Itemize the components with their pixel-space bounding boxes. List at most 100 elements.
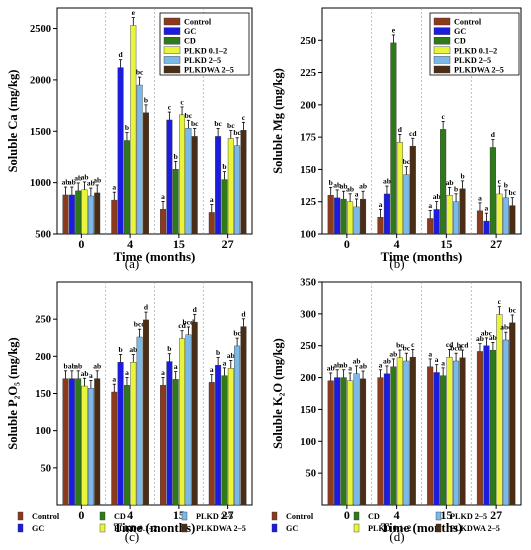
x-tick-label: 27 [222, 508, 234, 522]
significance-letter: b [167, 344, 171, 353]
x-tick-label: 0 [78, 237, 84, 251]
legend-entry: PLKD 0.1–2 [454, 46, 497, 55]
bar [383, 193, 390, 235]
bar [396, 357, 403, 506]
significance-letter: d [119, 50, 124, 59]
significance-letter: b [329, 178, 333, 187]
y-tick-label: 200 [35, 352, 51, 363]
x-tick-label: 15 [173, 237, 185, 251]
x-tick-label: 4 [127, 508, 133, 522]
significance-letter: bc [509, 188, 517, 197]
x-axis-label: Time (months) [381, 520, 463, 535]
bar [215, 365, 222, 506]
significance-letter: bcd [457, 341, 470, 350]
bar [179, 338, 186, 506]
y-tick-label: 225 [300, 68, 316, 79]
legend-swatch [433, 37, 451, 45]
legend-entry: PLKD 0.1–2 [184, 46, 227, 55]
significance-letter: a [89, 371, 93, 380]
bar [117, 362, 124, 506]
bar [396, 142, 403, 235]
legend-entry: GC [286, 524, 298, 533]
bar [68, 194, 75, 235]
significance-letter: ab [333, 180, 341, 189]
significance-letter: a [435, 355, 439, 364]
x-tick-label: 0 [344, 508, 350, 522]
y-tick-label: 100 [35, 426, 51, 437]
bar [403, 174, 410, 235]
significance-letter: bc [233, 329, 241, 338]
significance-letter: c [242, 113, 246, 122]
significance-letter: ab [68, 361, 76, 370]
bar [360, 378, 367, 506]
significance-letter: cd [409, 129, 417, 138]
significance-letter: ab [333, 360, 341, 369]
bar [360, 198, 367, 235]
significance-letter: e [132, 8, 136, 17]
significance-letter: a [125, 368, 129, 377]
bar [234, 145, 241, 235]
legend-entry: PLKD 0.1–2 [368, 524, 411, 533]
bar [111, 391, 118, 506]
significance-letter: ab [93, 175, 101, 184]
significance-letter: b [119, 345, 123, 354]
legend-swatch [163, 37, 181, 45]
x-tick-label: 0 [78, 508, 84, 522]
bar [390, 42, 397, 235]
significance-letter: a [355, 189, 359, 198]
bar [221, 375, 228, 506]
significance-letter: ab [489, 333, 497, 342]
significance-letter: a [379, 200, 383, 209]
y-tick-label: 500 [35, 230, 51, 241]
y-tick-label: 1000 [30, 178, 51, 189]
bar [68, 378, 75, 506]
bar [377, 217, 384, 235]
legend-swatch [353, 523, 360, 533]
x-axis-label: Time (months) [381, 249, 463, 264]
bar [81, 385, 88, 506]
significance-letter: a [428, 201, 432, 210]
bar [409, 356, 416, 506]
significance-letter: b [216, 348, 220, 357]
significance-letter: ab [346, 184, 354, 193]
x-tick-label: 4 [127, 237, 133, 251]
y-tick-label: 125 [300, 197, 316, 208]
bar [87, 388, 94, 506]
legend-entry: GC [32, 524, 44, 533]
bar [433, 209, 440, 235]
bar [476, 351, 483, 506]
legend-swatch [181, 511, 188, 521]
legend-entry: PLKDWA 2–5 [184, 66, 234, 75]
significance-letter: bcd [183, 317, 196, 326]
bar [509, 205, 516, 235]
legend-swatch [99, 523, 106, 533]
bar [502, 197, 509, 235]
x-tick-label: 15 [440, 237, 452, 251]
bar [347, 380, 354, 506]
bar [409, 145, 416, 235]
bar [390, 366, 397, 506]
significance-letter: abc [500, 323, 512, 332]
significance-letter: bc [227, 121, 235, 130]
significance-letter: a [112, 375, 116, 384]
legend-swatch [163, 27, 181, 35]
legend-swatch [353, 511, 360, 521]
bar [483, 345, 490, 506]
bar [377, 377, 384, 506]
significance-letter: c [180, 97, 184, 106]
significance-letter: a [379, 360, 383, 369]
bar [453, 360, 460, 506]
legend-entry: PLKD 2–5 [454, 56, 491, 65]
legend-swatch [433, 46, 451, 54]
y-axis-label: Soluble P₂O₅ (mg/kg) [6, 337, 20, 449]
legend-entry: Control [184, 18, 212, 27]
legend-swatch [163, 65, 181, 74]
bar [383, 373, 390, 506]
panel-b: 100 125 150 175 200 225 250 Soluble Mg (mg/kg) 0… [271, 7, 522, 271]
bar [160, 385, 166, 506]
significance-letter: b [222, 162, 226, 171]
